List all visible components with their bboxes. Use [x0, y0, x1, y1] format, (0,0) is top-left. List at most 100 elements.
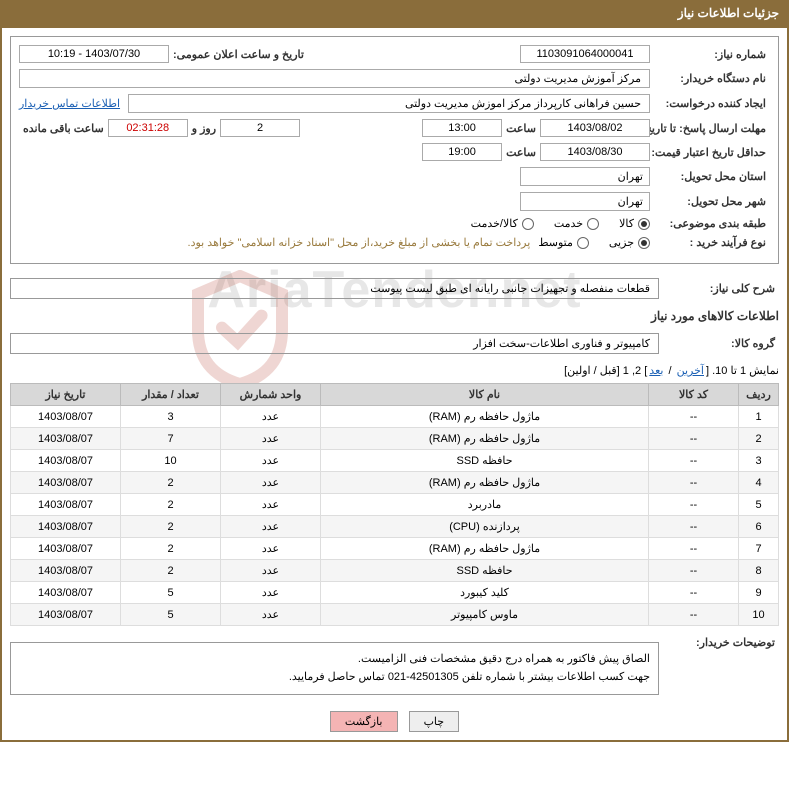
goods-group-label: گروه کالا:: [659, 337, 779, 350]
radio-goods-circle: [638, 218, 650, 230]
pager-mid: ] 2, 1 [: [617, 365, 648, 377]
table-cell: 1403/08/07: [11, 494, 121, 516]
button-row: چاپ بازگشت: [10, 711, 779, 732]
table-cell: مادربرد: [321, 494, 649, 516]
table-cell: 1403/08/07: [11, 428, 121, 450]
pager-last[interactable]: آخرین: [677, 365, 704, 377]
pager: نمایش 1 تا 10. [آخرین / بعد] 2, 1 [قبل /…: [10, 364, 779, 377]
table-cell: --: [649, 472, 739, 494]
table-cell: 1403/08/07: [11, 604, 121, 626]
radio-service-circle: [587, 218, 599, 230]
table-row: 8--حافظه SSDعدد21403/08/07: [11, 560, 779, 582]
table-cell: 1403/08/07: [11, 450, 121, 472]
goods-table: ردیفکد کالانام کالاواحد شمارشتعداد / مقد…: [10, 383, 779, 626]
radio-service[interactable]: خدمت: [554, 217, 599, 230]
table-cell: --: [649, 406, 739, 428]
table-cell: --: [649, 604, 739, 626]
pager-prev: قبل: [600, 365, 617, 377]
validity-label: حداقل تاریخ اعتبار قیمت: تا تاریخ:: [650, 146, 770, 159]
table-cell: 4: [739, 472, 779, 494]
radio-goods[interactable]: کالا: [619, 217, 650, 230]
buyer-desc-box: الصاق پیش فاکتور به همراه درج دقیق مشخصا…: [10, 642, 659, 695]
table-cell: عدد: [221, 406, 321, 428]
table-cell: 1: [739, 406, 779, 428]
table-cell: 2: [121, 538, 221, 560]
details-panel: شماره نیاز: 1103091064000041 تاریخ و ساع…: [10, 36, 779, 264]
radio-medium[interactable]: متوسط: [538, 236, 589, 249]
city-value: تهران: [520, 192, 650, 211]
table-header: تعداد / مقدار: [121, 384, 221, 406]
table-cell: حافظه SSD: [321, 450, 649, 472]
radio-partial[interactable]: جزیی: [609, 236, 650, 249]
table-cell: --: [649, 494, 739, 516]
table-cell: 1403/08/07: [11, 406, 121, 428]
radio-partial-circle: [638, 237, 650, 249]
table-cell: ماوس کامپیوتر: [321, 604, 649, 626]
table-cell: عدد: [221, 582, 321, 604]
table-cell: ماژول حافظه رم (RAM): [321, 538, 649, 560]
need-number-label: شماره نیاز:: [650, 48, 770, 61]
table-cell: عدد: [221, 516, 321, 538]
table-row: 6--پردازنده (CPU)عدد21403/08/07: [11, 516, 779, 538]
time-label-2: ساعت: [502, 146, 540, 159]
classification-radio-group: کالا خدمت کالا/خدمت: [471, 217, 650, 230]
days-remaining: 2: [220, 119, 300, 137]
purchase-type-radio-group: جزیی متوسط: [538, 236, 650, 249]
table-cell: 2: [121, 516, 221, 538]
table-row: 9--کلید کیبوردعدد51403/08/07: [11, 582, 779, 604]
table-cell: حافظه SSD: [321, 560, 649, 582]
pager-next[interactable]: بعد: [649, 365, 663, 377]
table-cell: 2: [121, 472, 221, 494]
back-button[interactable]: بازگشت: [330, 711, 398, 732]
summary-label: شرح کلی نیاز:: [659, 282, 779, 295]
creator-label: ایجاد کننده درخواست:: [650, 97, 770, 110]
table-cell: 1403/08/07: [11, 582, 121, 604]
table-header: کد کالا: [649, 384, 739, 406]
days-and-label: روز و: [188, 122, 220, 135]
radio-both-circle: [522, 218, 534, 230]
table-cell: 3: [739, 450, 779, 472]
radio-both[interactable]: کالا/خدمت: [471, 217, 534, 230]
table-cell: --: [649, 560, 739, 582]
table-cell: 5: [121, 604, 221, 626]
table-cell: --: [649, 450, 739, 472]
buyer-desc-line2: جهت کسب اطلاعات بیشتر با شماره تلفن 4250…: [19, 669, 650, 687]
table-row: 1--ماژول حافظه رم (RAM)عدد31403/08/07: [11, 406, 779, 428]
table-cell: ماژول حافظه رم (RAM): [321, 472, 649, 494]
deadline-time: 13:00: [422, 119, 502, 137]
announce-label: تاریخ و ساعت اعلان عمومی:: [169, 48, 308, 61]
radio-medium-circle: [577, 237, 589, 249]
table-cell: 2: [121, 560, 221, 582]
table-cell: 9: [739, 582, 779, 604]
table-row: 7--ماژول حافظه رم (RAM)عدد21403/08/07: [11, 538, 779, 560]
table-cell: 1403/08/07: [11, 516, 121, 538]
table-cell: 1403/08/07: [11, 472, 121, 494]
table-row: 5--مادربردعدد21403/08/07: [11, 494, 779, 516]
radio-partial-label: جزیی: [609, 236, 634, 249]
table-cell: عدد: [221, 560, 321, 582]
table-cell: عدد: [221, 472, 321, 494]
table-cell: --: [649, 516, 739, 538]
radio-medium-label: متوسط: [538, 236, 573, 249]
buyer-desc-line1: الصاق پیش فاکتور به همراه درج دقیق مشخصا…: [19, 651, 650, 669]
remain-label: ساعت باقی مانده: [19, 122, 108, 135]
table-cell: پردازنده (CPU): [321, 516, 649, 538]
table-cell: 3: [121, 406, 221, 428]
table-cell: عدد: [221, 494, 321, 516]
radio-both-label: کالا/خدمت: [471, 217, 518, 230]
table-cell: ماژول حافظه رم (RAM): [321, 406, 649, 428]
countdown-time: 02:31:28: [108, 119, 188, 137]
buyer-org-value: مرکز آموزش مدیریت دولتی: [19, 69, 650, 88]
pager-s2: /: [591, 365, 600, 377]
classification-label: طبقه بندی موضوعی:: [650, 217, 770, 230]
buyer-contact-link[interactable]: اطلاعات تماس خریدار: [19, 97, 120, 110]
page-header: جزئیات اطلاعات نیاز: [0, 0, 789, 26]
pager-prefix: نمایش 1 تا 10. [: [706, 365, 779, 377]
print-button[interactable]: چاپ: [409, 711, 460, 732]
deadline-date: 1403/08/02: [540, 119, 650, 137]
table-cell: عدد: [221, 428, 321, 450]
outer-frame: AriaTender.net شماره نیاز: 1103091064000…: [0, 26, 789, 742]
radio-service-label: خدمت: [554, 217, 583, 230]
goods-info-title: اطلاعات کالاهای مورد نیاز: [10, 309, 779, 323]
summary-value: قطعات منفصله و تجهیزات جانبی رایانه ای ط…: [10, 278, 659, 299]
